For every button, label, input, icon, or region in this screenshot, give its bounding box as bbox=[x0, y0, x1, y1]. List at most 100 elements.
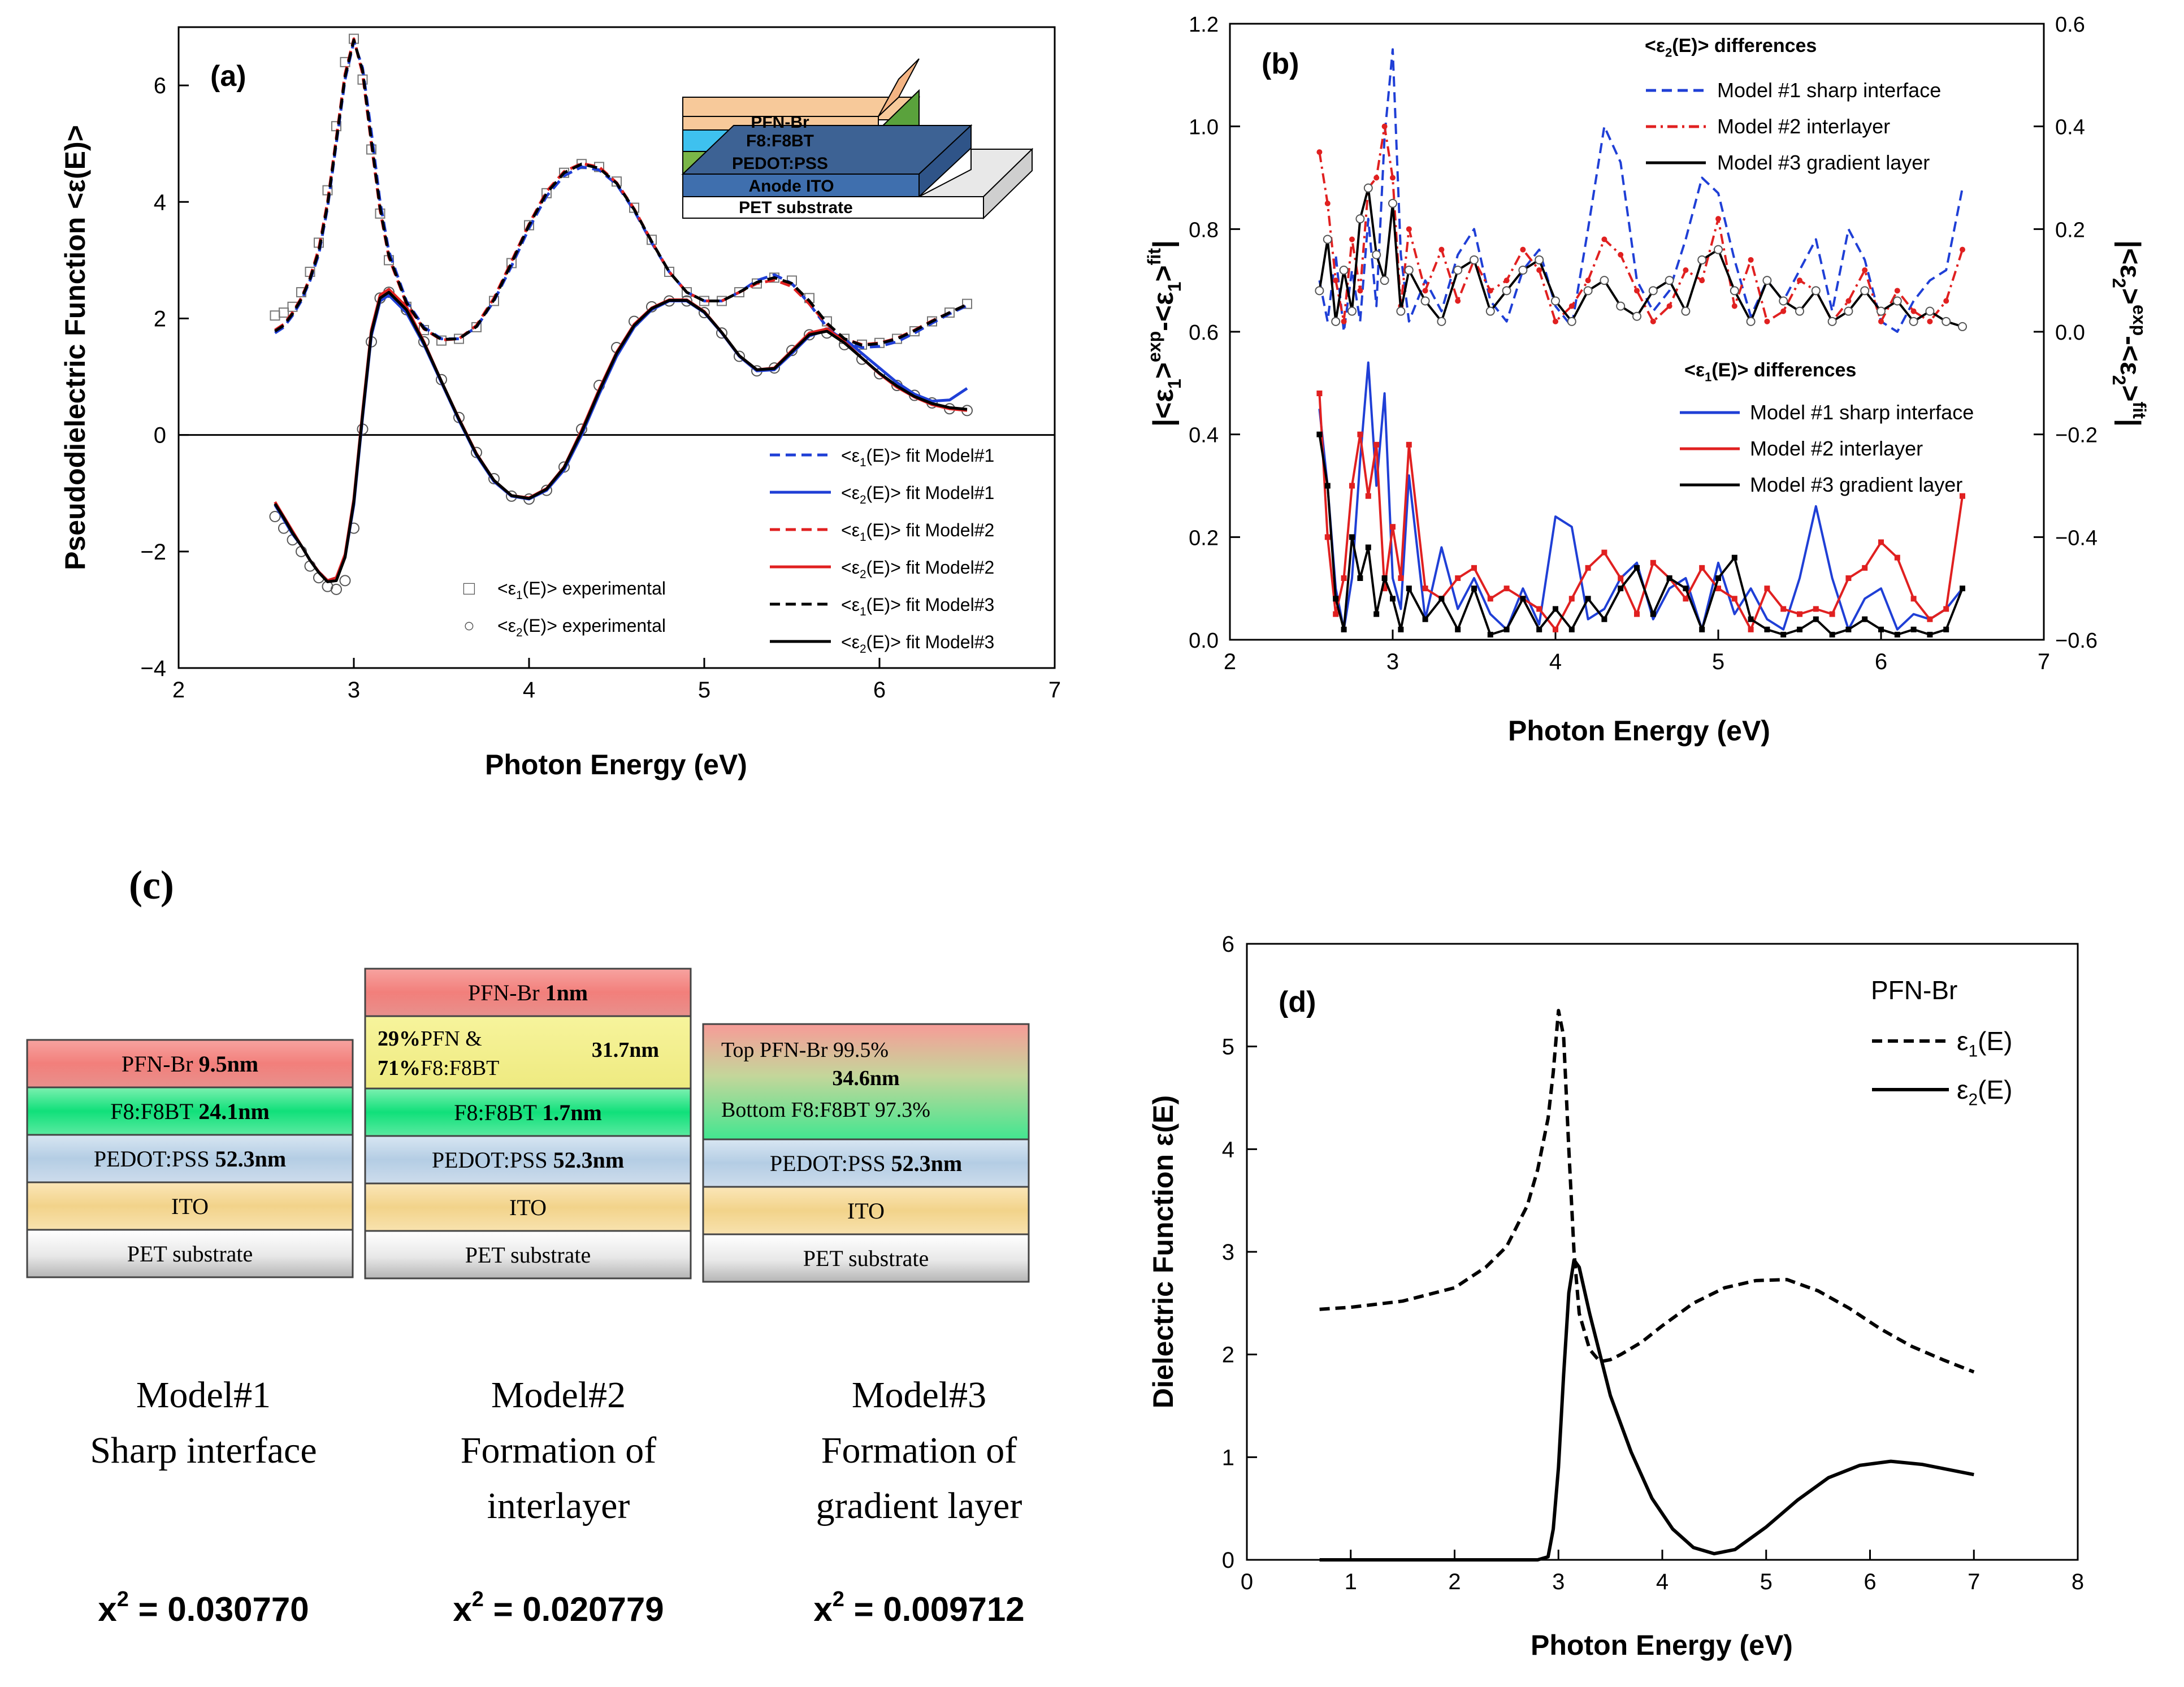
legend-a-exp-label-pre: <ε bbox=[497, 578, 516, 599]
e2-diff-marker bbox=[1648, 286, 1658, 296]
model-title-line: gradient layer bbox=[816, 1485, 1022, 1526]
model-title-line: Sharp interface bbox=[90, 1430, 317, 1471]
e1-diff-marker bbox=[1910, 626, 1917, 632]
x-axis-ticks-b: 2 3 4 5 6 7 bbox=[1224, 630, 2050, 674]
x-axis-ticks-d: 0 1 2 3 4 5 6 7 8 bbox=[1241, 1550, 2084, 1594]
layer-label-f8: F8:F8BT 1.7nm bbox=[454, 1100, 602, 1125]
inset-label-pfn: PFN-Br bbox=[751, 113, 809, 132]
e1-diff-marker bbox=[1553, 626, 1558, 632]
chi-sup: 2 bbox=[833, 1588, 844, 1611]
chi-sup: 2 bbox=[117, 1588, 129, 1611]
y-tick-label-d: 0 bbox=[1222, 1548, 1234, 1573]
e1-diff-marker bbox=[1715, 586, 1721, 592]
chi-label: x bbox=[813, 1590, 832, 1628]
e1-diff-marker bbox=[1585, 565, 1591, 571]
x-tick-label-b: 4 bbox=[1549, 649, 1562, 674]
layer-pfn bbox=[26, 1039, 354, 1088]
y-right-tick-label-b: 0.2 bbox=[2055, 218, 2085, 242]
legend-a-experimental: □ <ε1(E)> experimental○ <ε2(E)> experiment… bbox=[463, 578, 666, 639]
e2-diff-marker bbox=[1316, 149, 1323, 155]
y-tick-label-d: 6 bbox=[1222, 932, 1234, 957]
layer-f8 bbox=[26, 1086, 354, 1136]
legend-a-label: <ε2(E)> fit Model#3 bbox=[841, 632, 994, 656]
layer-label-pedot-part: 52.3nm bbox=[553, 1147, 625, 1173]
e2-diff-marker bbox=[1380, 276, 1389, 285]
e2-diff-marker bbox=[1583, 286, 1593, 296]
e2-diff-marker bbox=[1780, 308, 1787, 314]
x-axis-label-d: Photon Energy (eV) bbox=[1531, 1629, 1793, 1661]
e2-diff-marker bbox=[1909, 316, 1918, 326]
e2-diff-marker bbox=[1406, 226, 1412, 232]
dielectric-line bbox=[1319, 1258, 1974, 1562]
x-tick-label-d: 2 bbox=[1448, 1569, 1461, 1594]
legend-b-e1-label: Model #1 sharp interface bbox=[1750, 401, 1974, 424]
y-axis-label-part: fit bbox=[2129, 402, 2150, 419]
e1-diff-marker bbox=[1699, 626, 1705, 632]
chi-sup: 2 bbox=[472, 1588, 484, 1611]
x-tick-label-d: 0 bbox=[1241, 1569, 1253, 1594]
chi-square-value: x2 = 0.030770 bbox=[98, 1588, 309, 1628]
e1-diff-marker bbox=[1960, 586, 1965, 592]
y-right-tick-label-b: 0.0 bbox=[2055, 321, 2085, 345]
exp-marker-square bbox=[682, 287, 692, 298]
e2-diff-line bbox=[1318, 125, 1964, 323]
layer-label-ito: ITO bbox=[171, 1194, 209, 1219]
e1-diff-marker bbox=[1748, 626, 1754, 632]
e1-diff-marker bbox=[1381, 575, 1388, 581]
layer-label-pedot: PEDOT:PSS 52.3nm bbox=[94, 1146, 286, 1172]
legend-a-exp-label-sub: 1 bbox=[516, 589, 523, 602]
layer-label-gradient-thickness-part: 34.6nm bbox=[832, 1066, 899, 1090]
e1-diff-marker bbox=[1333, 596, 1339, 602]
x-tick-label-d: 7 bbox=[1968, 1569, 1980, 1594]
e1-diff-marker bbox=[1960, 493, 1965, 499]
e2-diff-marker bbox=[1601, 236, 1607, 242]
y-axis-label-part: 1 bbox=[1164, 281, 1185, 292]
e2-diff-marker bbox=[1373, 175, 1380, 181]
legend-a-exp-label: <ε2(E)> experimental bbox=[497, 615, 666, 639]
legend-a-exp-label-pre: <ε bbox=[497, 615, 516, 636]
e1-diff-line bbox=[1318, 393, 1964, 631]
chi-value: = 0.030770 bbox=[129, 1590, 309, 1628]
e2-diff-marker bbox=[1568, 303, 1575, 309]
e2-diff-marker bbox=[1520, 246, 1526, 253]
exp-marker-circle bbox=[269, 510, 281, 522]
e2-diff-marker bbox=[1862, 267, 1868, 273]
model-title-line: Model#2 bbox=[491, 1374, 626, 1416]
y-tick-label-d: 2 bbox=[1222, 1343, 1234, 1368]
legend-a-exp-label-post: (E)> experimental bbox=[523, 615, 666, 636]
e2-diff-marker bbox=[1665, 276, 1674, 285]
model-title-line: interlayer bbox=[487, 1485, 630, 1526]
inset-label-f8: F8:F8BT bbox=[746, 132, 814, 150]
layer-label-gradient-thickness: 34.6nm bbox=[832, 1066, 899, 1090]
e1-diff-marker bbox=[1731, 554, 1737, 561]
y-tick-label-d: 1 bbox=[1222, 1445, 1234, 1470]
x-tick-label-d: 4 bbox=[1656, 1569, 1669, 1594]
layer-mix bbox=[364, 1015, 692, 1090]
e2-diff-marker bbox=[1437, 316, 1446, 326]
x-tick-label-a: 2 bbox=[172, 678, 185, 702]
chi-value: = 0.009712 bbox=[844, 1590, 1025, 1628]
exp-marker-square bbox=[524, 220, 534, 231]
exp-marker-square bbox=[962, 298, 972, 309]
e1-diff-marker bbox=[1422, 616, 1428, 622]
e2-diff-marker bbox=[1681, 306, 1691, 316]
legend-b-e2-label: Model #1 sharp interface bbox=[1717, 79, 1941, 102]
layer-label-pet: PET substrate bbox=[127, 1241, 253, 1267]
e1-diff-marker bbox=[1333, 611, 1339, 617]
layer-label-pfn-part: PFN-Br bbox=[468, 980, 545, 1005]
legend-b-e2-label: Model #3 gradient layer bbox=[1717, 151, 1930, 174]
layer-label-pfn: PFN-Br 9.5nm bbox=[122, 1051, 258, 1077]
e2-diff-marker bbox=[1715, 216, 1721, 222]
e1-diff-marker bbox=[1373, 441, 1380, 448]
inset-device-stack: PFN-Br F8:F8BT PEDOT:PSS Anode ITO PET s… bbox=[681, 58, 1034, 220]
e1-diff-marker bbox=[1601, 549, 1607, 556]
exp-marker-square bbox=[279, 307, 289, 318]
e2-diff-marker bbox=[1381, 123, 1388, 129]
e1-diff-marker bbox=[1406, 586, 1412, 592]
e2-diff-marker bbox=[1958, 322, 1967, 331]
y-right-tick-label-b: 0.4 bbox=[2055, 116, 2085, 140]
y-tick-label-a: 2 bbox=[154, 306, 166, 331]
legend-d-label: ε1(E) bbox=[1957, 1026, 2012, 1061]
e1-diff-marker bbox=[1568, 626, 1575, 632]
e2-diff-marker bbox=[1535, 255, 1544, 264]
